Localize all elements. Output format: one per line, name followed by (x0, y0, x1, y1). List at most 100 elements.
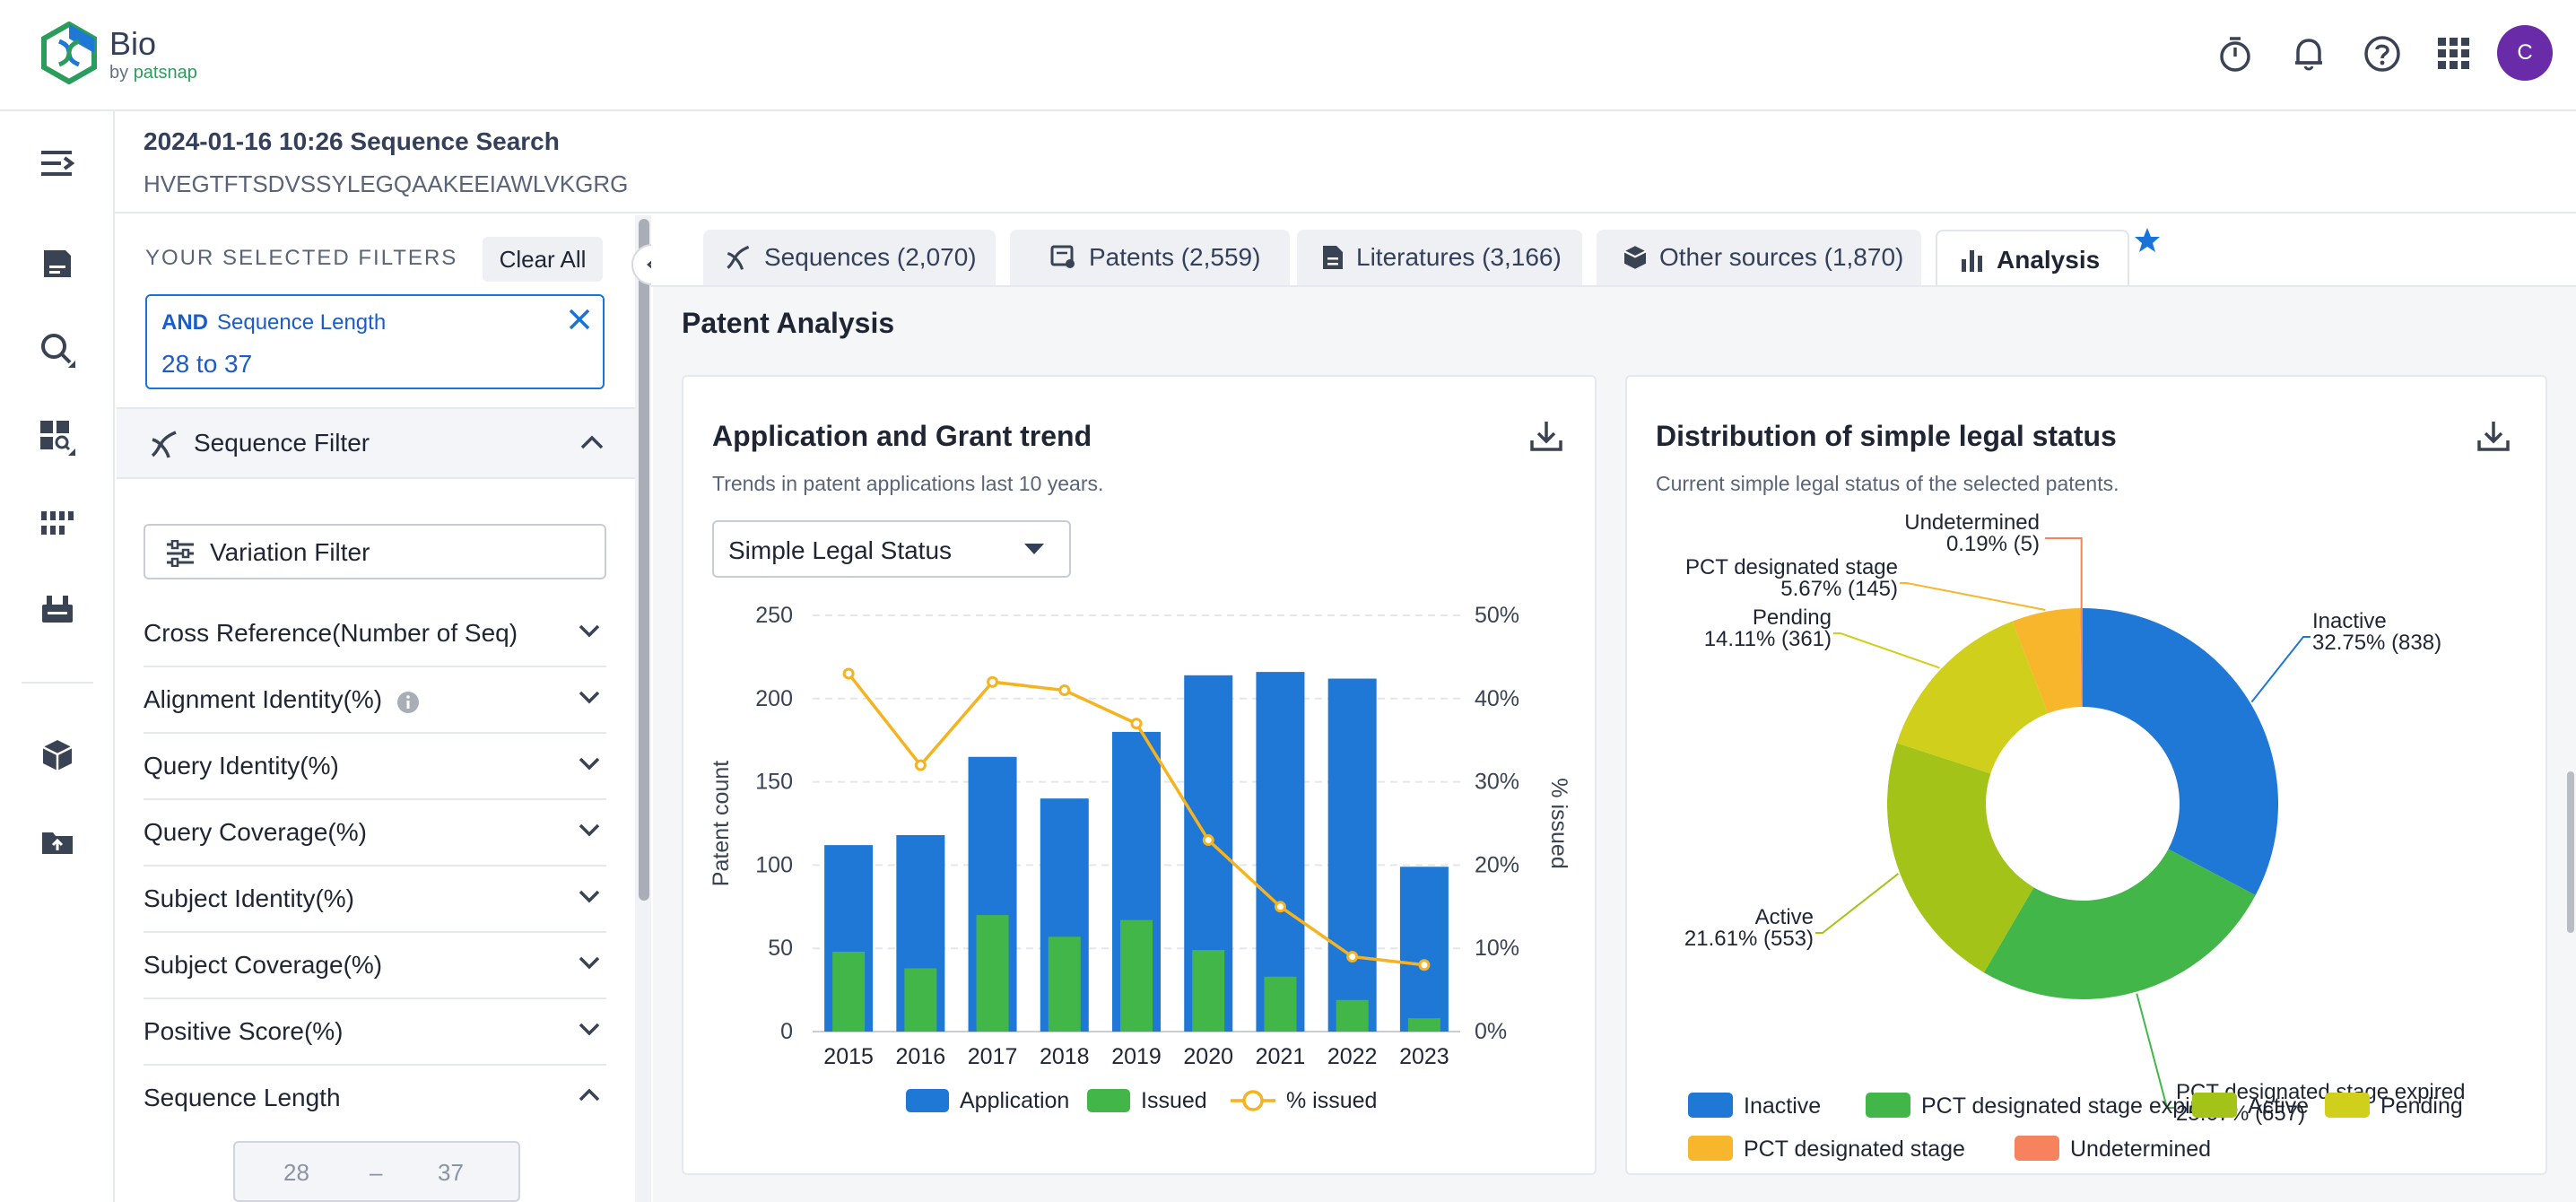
legend-swatch (1688, 1136, 1733, 1161)
sequence-tool-icon[interactable] (32, 499, 83, 549)
point-pct-issued (1346, 950, 1359, 962)
sliders-icon (167, 540, 194, 567)
bar-issued (1264, 976, 1297, 1032)
y-tick-label: 250 (755, 603, 793, 628)
range-min[interactable]: 28 (283, 1159, 309, 1186)
bell-icon[interactable] (2287, 32, 2330, 75)
variation-filter-button[interactable]: Variation Filter (144, 524, 606, 579)
toolbox-icon[interactable] (32, 585, 83, 635)
length-range-input[interactable]: 28 – 37 (233, 1141, 520, 1202)
bar-issued (904, 968, 937, 1032)
cube-icon[interactable] (32, 730, 83, 780)
facet-sequence-length[interactable]: Sequence Length (144, 1066, 606, 1132)
tab-other-sources[interactable]: Other sources (1,870) (1597, 230, 1921, 285)
filter-panel: YOUR SELECTED FILTERS Clear All AND Sequ… (117, 215, 637, 1202)
point-pct-issued (914, 759, 927, 771)
card-subtitle: Current simple legal status of the selec… (1656, 472, 2119, 495)
range-separator: – (370, 1159, 383, 1186)
bar-application (1399, 867, 1449, 1032)
facet-positive-score[interactable]: Positive Score(%) (144, 999, 606, 1066)
search-header: 2024-01-16 10:26 Sequence Search HVEGTFT… (115, 111, 2576, 213)
legend-swatch (906, 1089, 949, 1112)
help-icon[interactable] (2361, 32, 2404, 75)
brand-by-brand: patsnap (133, 63, 197, 83)
legend-swatch (2015, 1136, 2059, 1161)
tab-sequences[interactable]: Sequences (2,070) (703, 230, 996, 285)
tab-label: Other sources (1,870) (1659, 243, 1904, 271)
y-right-axis-label: % issued (1546, 778, 1571, 868)
tab-literatures[interactable]: Literatures (3,166) (1297, 230, 1582, 285)
star-icon[interactable] (2133, 226, 2162, 255)
timer-icon[interactable] (2214, 32, 2257, 75)
search-icon[interactable] (32, 325, 83, 375)
leader-line (1833, 632, 1940, 669)
chevron-down-icon (579, 624, 600, 638)
legend-swatch (1688, 1093, 1733, 1118)
point-pct-issued (1418, 959, 1431, 971)
saved-icon[interactable] (32, 239, 83, 289)
bar-issued (1048, 936, 1081, 1032)
cube-icon (1623, 246, 1647, 269)
facet-query-coverage[interactable]: Query Coverage(%) (144, 800, 606, 867)
legend-swatch (1866, 1093, 1910, 1118)
slice-label-name: Pending (1753, 605, 1832, 630)
y-tick-label: 100 (755, 852, 793, 877)
brand-name: Bio (109, 25, 157, 62)
chip-filter-name: Sequence Length (217, 310, 387, 335)
y-tick-label: 50 (768, 936, 793, 961)
leader-line (2250, 636, 2311, 703)
legend-swatch (1087, 1089, 1130, 1112)
active-filter-chip: AND Sequence Length 28 to 37 (145, 294, 605, 389)
y-tick-label: 200 (755, 686, 793, 711)
sequence-filter-header[interactable]: Sequence Filter (117, 407, 637, 479)
legal-status-card: Distribution of simple legal status Curr… (1625, 375, 2547, 1175)
document-icon (1323, 246, 1343, 269)
chevron-down-icon (579, 890, 600, 903)
x-tick-label: 2017 (968, 1044, 1018, 1069)
tab-underline (651, 285, 2576, 287)
bar-application (1327, 678, 1377, 1032)
slice-inactive (2083, 608, 2278, 895)
section-title: Patent Analysis (682, 307, 895, 339)
facet-subject-identity[interactable]: Subject Identity(%) (144, 867, 606, 933)
user-avatar[interactable]: C (2497, 25, 2553, 81)
select-value: Simple Legal Status (728, 536, 953, 564)
dna-icon (151, 431, 177, 458)
x-tick-label: 2023 (1399, 1044, 1449, 1069)
bar-application (1256, 672, 1305, 1032)
card-title: Distribution of simple legal status (1656, 420, 2117, 452)
tab-patents[interactable]: Patents (2,559) (1010, 230, 1290, 285)
apps-grid-icon[interactable] (2432, 32, 2476, 75)
facet-cross-reference[interactable]: Cross Reference(Number of Seq) (144, 601, 606, 667)
legal-status-select[interactable]: Simple Legal Status (712, 520, 1071, 578)
caret-down-icon (1024, 544, 1044, 554)
download-icon[interactable] (2470, 413, 2517, 459)
dashboard-search-icon[interactable] (32, 413, 83, 463)
leader-line (2045, 537, 2083, 609)
main-scrollbar[interactable] (2567, 771, 2574, 933)
x-tick-label: 2018 (1040, 1044, 1090, 1069)
download-icon[interactable] (1523, 413, 1570, 459)
close-icon[interactable] (563, 303, 596, 335)
upload-folder-icon[interactable] (32, 816, 83, 867)
facet-subject-coverage[interactable]: Subject Coverage(%) (144, 933, 606, 999)
filter-scroll-thumb[interactable] (639, 219, 649, 901)
y-right-tick-label: 30% (1475, 770, 1519, 795)
info-icon[interactable] (396, 691, 420, 714)
top-bar: Bio by patsnap C (0, 0, 2576, 111)
slice-label-value: 21.61% (553) (1684, 927, 1814, 951)
facet-alignment-identity[interactable]: Alignment Identity(%) (144, 667, 606, 734)
facet-label: Alignment Identity(%) (144, 685, 383, 713)
tab-analysis[interactable]: Analysis (1936, 230, 2129, 289)
range-max[interactable]: 37 (438, 1159, 464, 1186)
tab-label: Analysis (1997, 246, 2101, 274)
facet-label: Sequence Length (144, 1084, 341, 1111)
facet-label: Query Identity(%) (144, 752, 339, 780)
clear-all-button[interactable]: Clear All (483, 237, 603, 282)
facet-query-identity[interactable]: Query Identity(%) (144, 734, 606, 800)
legend-label: Inactive (1744, 1093, 1821, 1119)
x-tick-label: 2021 (1256, 1044, 1306, 1069)
card-title: Application and Grant trend (712, 420, 1092, 452)
tab-label: Sequences (2,070) (764, 243, 977, 271)
menu-toggle-icon[interactable] (32, 138, 83, 188)
